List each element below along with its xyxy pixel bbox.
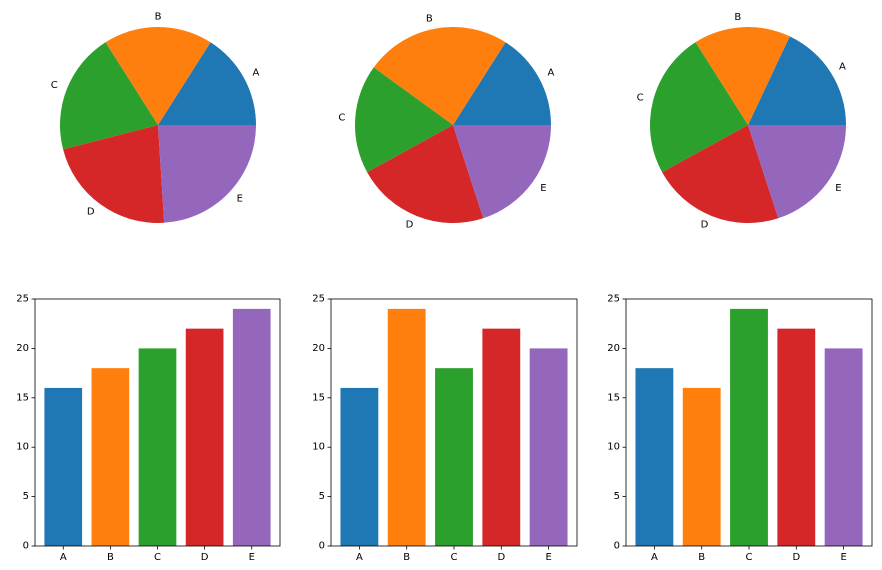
bar-b [91,368,130,546]
pie-slice-b [373,27,506,126]
axes-frame [34,298,281,547]
pie-label-e: E [835,183,841,194]
x-tick-label: B [107,552,114,563]
x-tick-label: D [792,552,800,563]
pie-label-d: D [406,220,414,231]
pie-label-d: D [701,220,709,231]
pie-slice-a [158,42,256,126]
pie-label-c: C [637,93,644,104]
pie-slice-e [158,125,256,223]
bar-a [635,368,674,546]
y-tick-label: 5 [23,491,29,502]
y-tick-label: 0 [614,541,620,552]
bar-e [824,348,863,546]
pie-chart-3: A B C D E [637,12,846,231]
y-tick-label: 10 [607,442,620,453]
y-tick-label: 20 [607,343,620,354]
pie-label-d: D [87,207,95,218]
pie-label-c: C [338,113,345,124]
x-tick-label: C [451,552,458,563]
x-tick-label: B [698,552,705,563]
y-tick-label: 10 [16,442,29,453]
bar-a [44,387,83,546]
y-tick-label: 0 [319,541,325,552]
y-tick-label: 25 [607,294,620,305]
bar-e [232,308,271,546]
pie-slice-a [453,42,551,126]
pie-slice-c [355,67,453,173]
pie-label-b: B [426,14,433,25]
y-tick-label: 5 [614,491,620,502]
bar-d [777,328,816,546]
pie-slice-d [63,125,165,224]
pie-slice-c [650,42,748,173]
pie-label-e: E [540,183,546,194]
pie-label-c: C [51,80,58,91]
x-tick-label: E [545,552,551,563]
y-tick-label: 15 [312,392,325,403]
pie-label-a: A [252,68,259,79]
axes-frame [330,298,578,547]
pie-label-a: A [839,62,846,73]
bar-chart-2: A B C D E 0 5 10 15 20 25 [312,294,578,563]
x-tick-label: D [497,552,505,563]
y-tick-label: 0 [23,541,29,552]
y-tick-label: 5 [319,491,325,502]
x-tick-label: C [154,552,161,563]
y-tick-label: 15 [607,392,620,403]
y-tick-label: 25 [312,294,325,305]
bar-d [482,328,521,546]
x-tick-label: A [651,552,658,563]
pie-chart-2: A B C D E [338,14,554,231]
x-tick-label: A [356,552,363,563]
y-tick-label: 10 [312,442,325,453]
y-tick-label: 15 [16,392,29,403]
bar-c [730,308,768,546]
x-tick-label: E [249,552,255,563]
pie-label-b: B [155,12,162,23]
pie-label-b: B [734,12,741,23]
bar-a [340,387,379,546]
pie-label-e: E [237,193,243,204]
pie-chart-1: A B C D E [51,12,259,224]
bar-chart-1: A B C D E 0 5 10 15 20 25 [16,294,281,563]
pie-slice-b [695,27,790,125]
pie-slice-e [748,125,846,219]
pie-slice-b [105,27,211,125]
bar-b [387,308,426,546]
bar-b [682,387,721,546]
pie-label-a: A [547,68,554,79]
pie-slice-d [367,125,484,223]
pie-slice-d [662,125,779,223]
x-tick-label: C [746,552,753,563]
x-tick-label: B [403,552,410,563]
bar-chart-3: A B C D E 0 5 10 15 20 25 [607,294,873,563]
x-tick-label: D [201,552,209,563]
pie-slice-c [60,42,159,150]
bar-c [138,348,177,546]
bar-d [185,328,224,546]
y-tick-label: 25 [16,294,29,305]
pie-slice-a [748,36,846,125]
x-tick-label: E [840,552,846,563]
axes-frame [625,298,873,547]
x-tick-label: A [60,552,67,563]
bar-e [529,348,568,546]
bar-c [435,368,473,546]
y-tick-label: 20 [312,343,325,354]
pie-slice-e [453,125,551,219]
y-tick-label: 20 [16,343,29,354]
